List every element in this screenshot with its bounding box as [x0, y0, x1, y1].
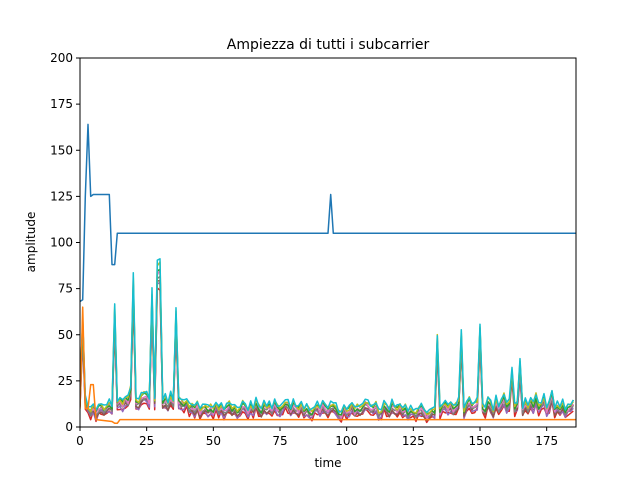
y-tick-label: 125	[50, 189, 73, 203]
series-layer	[80, 123, 576, 425]
x-axis: 0 25 50 75 100 125 150 175	[76, 427, 558, 448]
y-tick-label: 175	[50, 97, 73, 111]
x-tick-label: 150	[469, 434, 492, 448]
x-tick-label: 125	[402, 434, 425, 448]
x-tick-label: 25	[139, 434, 154, 448]
y-tick-label: 75	[58, 282, 73, 296]
x-tick-label: 0	[76, 434, 84, 448]
y-tick-label: 0	[65, 420, 73, 434]
y-tick-label: 200	[50, 51, 73, 65]
x-axis-label: time	[314, 456, 341, 470]
y-tick-label: 100	[50, 236, 73, 250]
series-line-subcarrier-2	[80, 306, 576, 425]
y-tick-label: 150	[50, 143, 73, 157]
y-axis: 0 25 50 75 100 125 150 175 200	[50, 51, 80, 434]
x-tick-label: 100	[335, 434, 358, 448]
y-tick-label: 50	[58, 328, 73, 342]
x-tick-label: 75	[272, 434, 287, 448]
x-tick-label: 175	[535, 434, 558, 448]
series-line-subcarrier-10	[80, 258, 574, 414]
x-tick-label: 50	[206, 434, 221, 448]
chart-title: Ampiezza di tutti i subcarrier	[227, 37, 430, 53]
y-axis-label: amplitude	[24, 212, 38, 273]
y-tick-label: 25	[58, 374, 73, 388]
series-line-subcarrier-1	[80, 123, 576, 303]
